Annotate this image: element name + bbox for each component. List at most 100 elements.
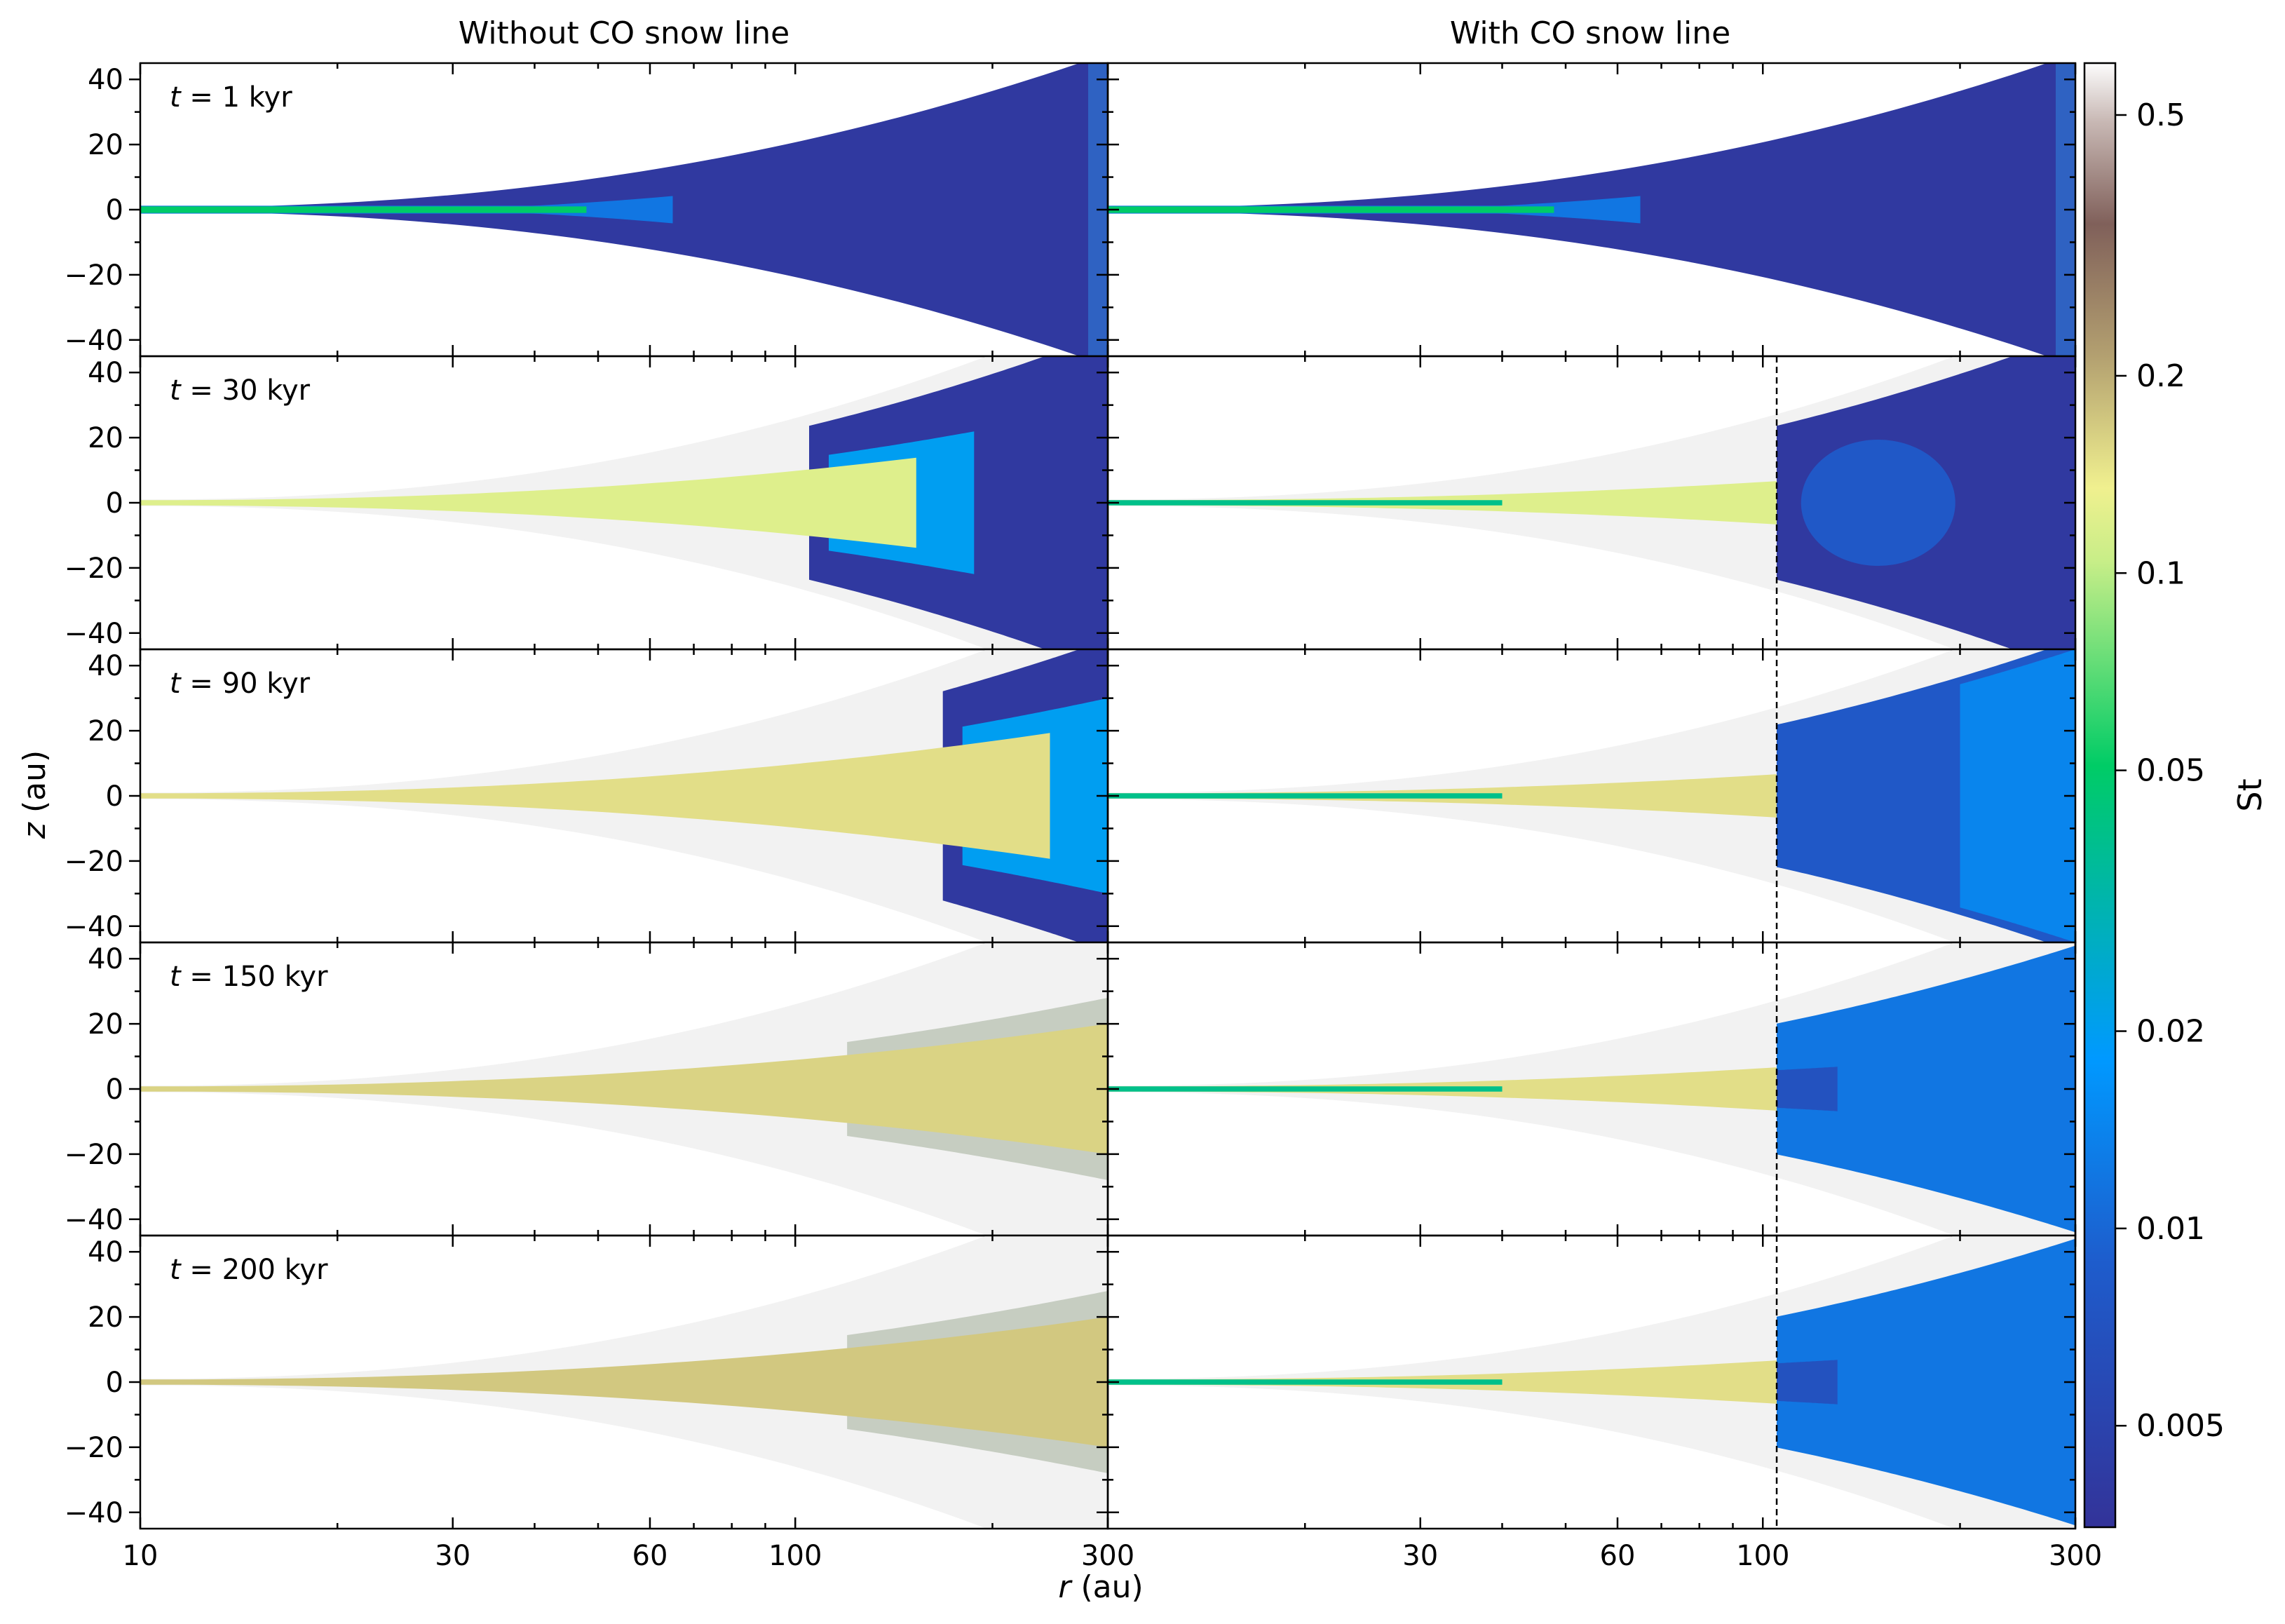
- y-tick-label: 40: [88, 1236, 123, 1268]
- y-tick-label: 20: [88, 1301, 123, 1334]
- y-tick-label: −20: [65, 846, 123, 878]
- particle-region-inner: [140, 1317, 1108, 1447]
- x-tick-label: 300: [2049, 1540, 2102, 1572]
- time-label: t = 1 kyr: [170, 81, 292, 114]
- y-tick-label: 40: [88, 357, 123, 389]
- panel-plot-area: [1108, 649, 2075, 942]
- y-tick-label: −20: [65, 259, 123, 292]
- x-ticks: [1106, 942, 2077, 1236]
- time-label: t = 200 kyr: [170, 1254, 328, 1286]
- panel-plot-area: [1108, 942, 2075, 1236]
- y-tick-label: 0: [106, 194, 123, 226]
- particle-region-front: [1777, 1360, 1838, 1405]
- panel-plot-area: [140, 942, 1108, 1236]
- column-title-right: With CO snow line: [1450, 15, 1730, 51]
- y-tick-label: 0: [106, 780, 123, 813]
- y-tick-label: 40: [88, 943, 123, 975]
- y-tick-label: −20: [65, 1432, 123, 1464]
- particle-region-front: [1777, 1067, 1838, 1111]
- particle-region-midplane: [1108, 793, 1503, 799]
- x-tick-label: 300: [1081, 1540, 1134, 1572]
- x-tick-label: 10: [123, 1540, 158, 1572]
- y-ticks: [1108, 664, 2075, 928]
- colorbar-label: St: [2231, 778, 2269, 811]
- x-ticks: [139, 942, 1109, 1236]
- time-label: t = 30 kyr: [170, 374, 311, 407]
- y-ticks: [129, 1250, 1108, 1514]
- particle-region-inner: [1108, 206, 1554, 213]
- x-tick-label: 30: [1402, 1540, 1438, 1572]
- particle-region-inner: [140, 733, 1050, 859]
- y-tick-label: 20: [88, 1008, 123, 1041]
- particle-region-outer: [1777, 1238, 2075, 1526]
- panel-left-t90: 40 20 0 −20 −40 t = 90 kyr: [65, 648, 1109, 944]
- colorbar-tick-label: 0.2: [2136, 358, 2185, 394]
- x-axis-label: r (au): [1058, 1569, 1143, 1605]
- colorbar-tick-label: 0.02: [2136, 1014, 2205, 1050]
- time-label: t = 150 kyr: [170, 961, 328, 993]
- panel-right-t1: [1106, 62, 2077, 358]
- panel-plot-area: [140, 1236, 1108, 1529]
- y-tick-label: −40: [65, 618, 123, 650]
- y-tick-label: 20: [88, 129, 123, 161]
- x-ticks: [139, 63, 1109, 356]
- particle-region-inner: [140, 206, 587, 213]
- y-tick-label: −20: [65, 553, 123, 585]
- particle-region-midplane: [1108, 1379, 1503, 1385]
- panel-plot-area: [140, 649, 1108, 942]
- panel-plot-area: [140, 356, 1108, 649]
- x-tick-label: 100: [1736, 1540, 1789, 1572]
- colorbar-tick-label: 0.5: [2136, 97, 2185, 133]
- y-tick-label: 0: [106, 1074, 123, 1106]
- y-ticks: [1108, 957, 2075, 1221]
- x-tick-label: 60: [1600, 1540, 1636, 1572]
- y-ticks: [129, 957, 1108, 1221]
- y-ticks: [1108, 371, 2075, 635]
- panel-right-t30: [1106, 355, 2077, 651]
- y-tick-label: 40: [88, 650, 123, 682]
- x-tick-label: 100: [768, 1540, 822, 1572]
- particle-region-inner: [140, 457, 916, 548]
- colorbar-gradient: [2083, 62, 2117, 1529]
- y-ticks: [1108, 78, 2075, 341]
- x-tick-label: 30: [435, 1540, 470, 1572]
- y-ticks: [1108, 1250, 2075, 1514]
- y-ticks: [129, 664, 1108, 928]
- colorbar-tick-label: 0.01: [2136, 1211, 2205, 1247]
- particle-region-midplane: [1108, 1086, 1503, 1092]
- panel-right-t150: [1106, 941, 2077, 1237]
- colorbar-tick-label: 0.005: [2136, 1408, 2225, 1444]
- panel-right-t200: 30 60 100 300: [1106, 1234, 2102, 1572]
- y-tick-label: 20: [88, 422, 123, 454]
- colorbar: 0.5 0.2 0.1 0.05 0.02 0.01 0.005 St: [2083, 62, 2269, 1529]
- y-axis-label: z (au): [17, 750, 53, 839]
- colorbar-tick-label: 0.05: [2136, 753, 2205, 789]
- particle-region-outer: [1777, 945, 2075, 1233]
- y-tick-label: 40: [88, 64, 123, 96]
- y-tick-label: −20: [65, 1139, 123, 1171]
- panel-left-t1: 40 20 0 −20 −40 t = 1 kyr: [65, 62, 1109, 358]
- x-ticks: [139, 1236, 1109, 1529]
- panel-plot-area: [1108, 63, 2075, 356]
- particle-region-inner: [140, 1024, 1108, 1154]
- y-tick-label: 20: [88, 715, 123, 747]
- x-ticks: [1106, 1236, 2077, 1529]
- particle-region-midplane: [1108, 500, 1503, 506]
- particle-region-front: [1801, 440, 1955, 566]
- x-ticks: [1106, 356, 2077, 649]
- panel-plot-area: [1108, 1236, 2075, 1529]
- y-tick-label: −40: [65, 1497, 123, 1529]
- x-ticks: [1106, 63, 2077, 356]
- y-ticks: [129, 78, 1108, 341]
- y-tick-label: 0: [106, 1367, 123, 1399]
- time-label: t = 90 kyr: [170, 668, 311, 700]
- x-ticks: [1106, 649, 2077, 942]
- panel-right-t90: [1106, 648, 2077, 944]
- panel-plot-area: [1108, 356, 2075, 649]
- y-ticks: [129, 371, 1108, 635]
- panel-left-t30: 40 20 0 −20 −40 t = 30 kyr: [65, 355, 1109, 651]
- y-tick-label: −40: [65, 1204, 123, 1236]
- y-tick-label: −40: [65, 911, 123, 943]
